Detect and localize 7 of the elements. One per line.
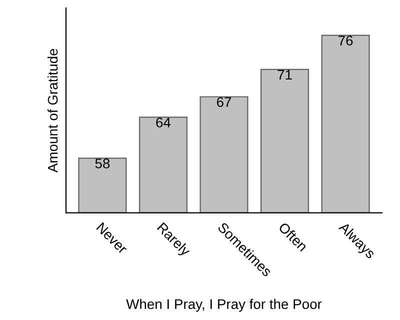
- data-label: 76: [338, 36, 353, 46]
- x-axis-title: When I Pray, I Pray for the Poor: [126, 298, 322, 312]
- data-label: 67: [216, 97, 232, 107]
- data-label: 71: [278, 70, 292, 80]
- data-label: 64: [156, 118, 171, 128]
- data-label: 58: [95, 158, 110, 168]
- y-axis-title: Amount of Gratitude: [47, 48, 58, 173]
